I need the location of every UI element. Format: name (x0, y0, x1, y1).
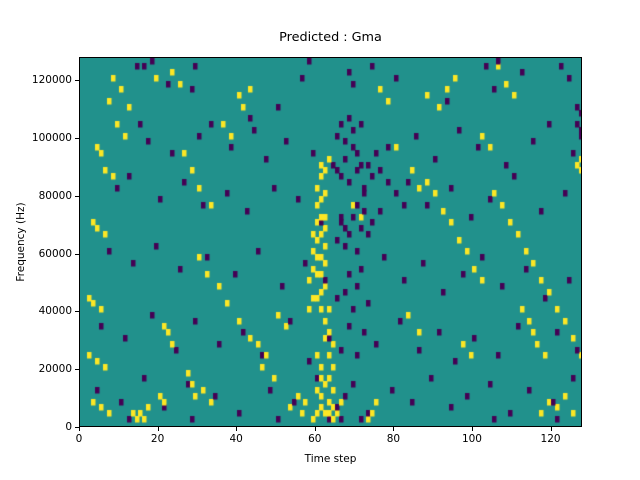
y-tick-label: 120000 (31, 74, 72, 87)
x-tick-label: 60 (308, 433, 322, 445)
y-tick-label: 100000 (31, 131, 72, 144)
heatmap-image (80, 58, 581, 426)
y-tick-mark (75, 311, 79, 313)
y-tick-label: 0 (65, 421, 72, 433)
x-tick-mark (393, 427, 395, 431)
y-tick-mark (75, 80, 79, 82)
x-tick-mark (314, 427, 316, 431)
y-tick-label: 40000 (38, 305, 72, 318)
x-tick-label: 120 (540, 433, 561, 445)
x-tick-mark (550, 427, 552, 431)
x-tick-mark (236, 427, 238, 431)
x-tick-label: 100 (461, 433, 482, 445)
heatmap-plot-area[interactable] (79, 57, 582, 427)
y-tick-label: 60000 (38, 247, 72, 260)
y-tick-mark (75, 253, 79, 255)
x-axis-label: Time step (304, 453, 357, 465)
y-tick-label: 80000 (38, 189, 72, 202)
x-tick-label: 40 (229, 433, 243, 445)
x-tick-label: 20 (150, 433, 165, 445)
y-tick-mark (75, 427, 79, 428)
y-tick-label: 20000 (38, 363, 72, 376)
x-tick-mark (79, 427, 80, 431)
x-tick-mark (471, 427, 473, 431)
y-tick-mark (75, 369, 79, 371)
x-tick-mark (157, 427, 159, 431)
x-tick-label: 80 (386, 433, 401, 445)
x-tick-label: 0 (75, 433, 83, 445)
y-tick-mark (75, 137, 79, 139)
y-axis-label: Frequency (Hz) (15, 202, 27, 282)
page-title: Predicted : Gma (279, 30, 382, 45)
y-tick-mark (75, 195, 79, 197)
